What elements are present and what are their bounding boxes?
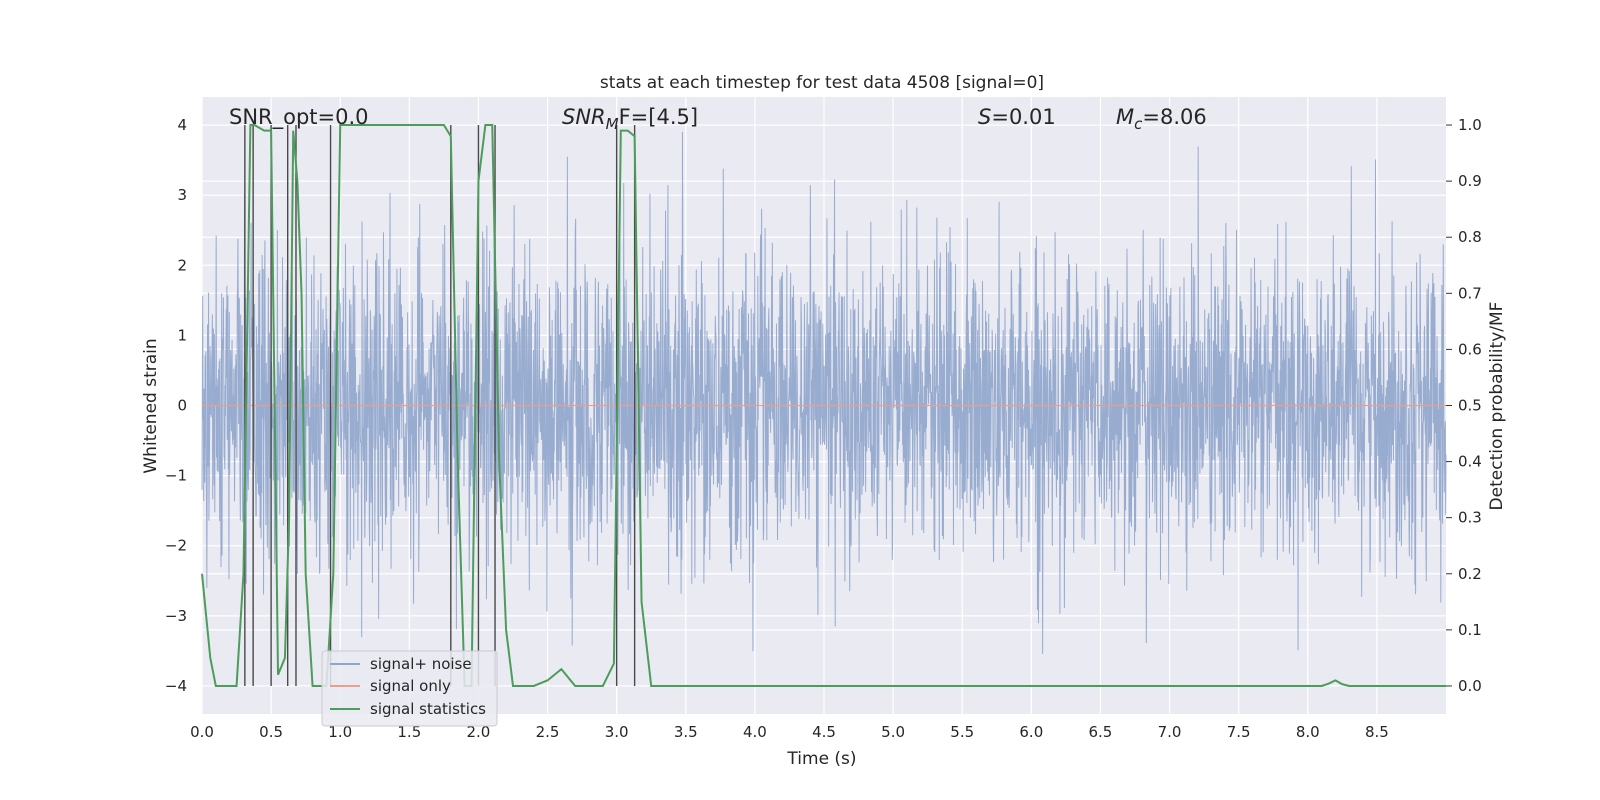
x-tick-label: 6.0	[1019, 723, 1043, 741]
mc-suffix: =8.06	[1142, 105, 1206, 129]
mc-annotation: Mc=8.06	[1116, 105, 1207, 133]
x-axis-ticks: 0.0 0.5 1.0 1.5 2.0 2.5 3.0 3.5 4.0 4.5 5.0 5.5 6.0 6…	[190, 723, 1389, 741]
legend-label-signal-only: signal only	[370, 677, 451, 695]
y-right-tick-label: 0.6	[1458, 340, 1482, 358]
x-tick-label: 8.5	[1365, 723, 1389, 741]
legend: signal+ noise signal only signal statist…	[321, 650, 498, 727]
x-tick-label: 4.0	[743, 723, 767, 741]
y-left-axis-label: Whitened strain	[141, 338, 161, 473]
x-axis-label: Time (s)	[786, 749, 856, 769]
y-right-tick-label: 0.0	[1458, 677, 1482, 695]
y-right-tick-label: 0.7	[1458, 284, 1482, 302]
y-right-tick-label: 0.1	[1458, 621, 1482, 639]
y-right-tick-label: 0.4	[1458, 453, 1482, 471]
y-left-tick-label: 0	[177, 397, 187, 415]
x-tick-label: 0.5	[259, 723, 283, 741]
x-tick-label: 1.0	[328, 723, 352, 741]
y-left-tick-label: −3	[165, 607, 187, 625]
y-right-tick-label: 0.2	[1458, 565, 1482, 583]
x-tick-label: 7.0	[1158, 723, 1182, 741]
snr-mf-suffix: F=[4.5]	[619, 105, 698, 129]
snr-mf-annotation: SNRMF=[4.5]	[562, 105, 698, 133]
legend-label-signal-noise: signal+ noise	[370, 655, 472, 673]
mc-sub: c	[1134, 115, 1143, 133]
x-tick-label: 6.5	[1089, 723, 1113, 741]
y-left-tick-label: −4	[165, 677, 187, 695]
x-tick-label: 4.5	[812, 723, 836, 741]
x-tick-label: 8.0	[1296, 723, 1320, 741]
legend-box	[321, 650, 498, 727]
y-right-tick-label: 1.0	[1458, 116, 1482, 134]
x-tick-label: 3.0	[605, 723, 629, 741]
signal-statistics-series	[201, 124, 1446, 687]
y-left-axis-ticks: −4 −3 −2 −1 0 1 2 3 4	[165, 116, 187, 695]
y-left-tick-label: 2	[177, 256, 187, 274]
y-left-tick-label: 1	[177, 326, 187, 344]
x-tick-label: 2.5	[536, 723, 560, 741]
y-right-axis-label: Detection probability/MF	[1487, 302, 1507, 511]
x-tick-label: 5.5	[950, 723, 974, 741]
snr-opt-annotation: SNR_opt=0.0	[229, 105, 369, 130]
x-tick-label: 1.5	[397, 723, 421, 741]
x-tick-label: 7.5	[1227, 723, 1251, 741]
y-left-tick-label: −1	[165, 467, 187, 485]
mc-prefix: M	[1116, 105, 1134, 129]
y-left-tick-label: 4	[177, 116, 187, 134]
y-right-tick-label: 0.5	[1458, 397, 1482, 415]
y-right-tick-label: 0.8	[1458, 228, 1482, 246]
signal-noise-line	[201, 132, 1447, 654]
y-right-tick-label: 0.3	[1458, 509, 1482, 527]
s-prefix: S	[978, 105, 991, 129]
legend-label-signal-statistics: signal statistics	[370, 700, 486, 718]
x-tick-label: 2.0	[467, 723, 491, 741]
signal-noise-series	[201, 132, 1447, 654]
signal-statistics-line	[201, 124, 1446, 687]
y-right-axis-ticks: 0.0 0.1 0.2 0.3 0.4 0.5 0.6 0.7 0.8 0.9 1.0	[1446, 116, 1482, 695]
snr-mf-sub: M	[606, 115, 619, 133]
x-tick-label: 5.0	[881, 723, 905, 741]
s-suffix: =0.01	[991, 105, 1055, 129]
snr-mf-prefix: SNR	[562, 105, 606, 129]
y-left-tick-label: −2	[165, 537, 187, 555]
y-right-tick-label: 0.9	[1458, 172, 1482, 190]
chart-title: stats at each timestep for test data 450…	[600, 73, 1044, 93]
y-left-tick-label: 3	[177, 186, 187, 204]
x-tick-label: 3.5	[674, 723, 698, 741]
s-annotation: S=0.01	[978, 105, 1056, 129]
x-tick-label: 0.0	[190, 723, 214, 741]
